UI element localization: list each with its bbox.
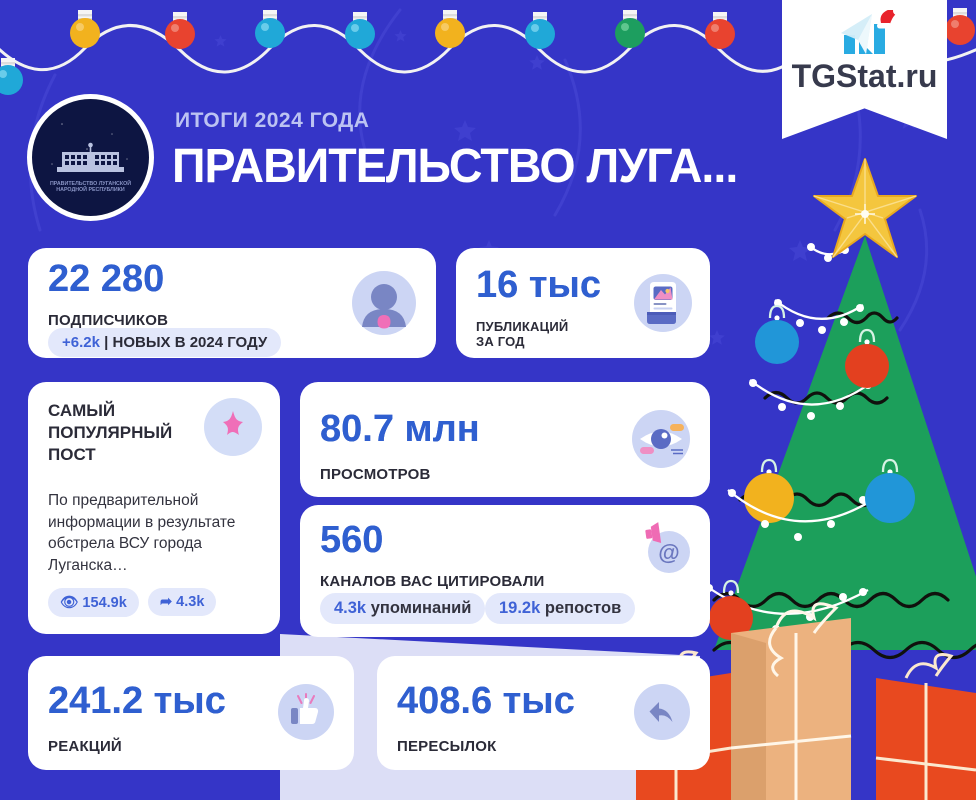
svg-text:@: @ xyxy=(658,540,679,565)
svg-text:НАРОДНОЙ РЕСПУБЛИКИ: НАРОДНОЙ РЕСПУБЛИКИ xyxy=(56,185,125,193)
svg-text:ПРАВИТЕЛЬСТВО ЛУГАНСКОЙ: ПРАВИТЕЛЬСТВО ЛУГАНСКОЙ xyxy=(50,179,131,187)
